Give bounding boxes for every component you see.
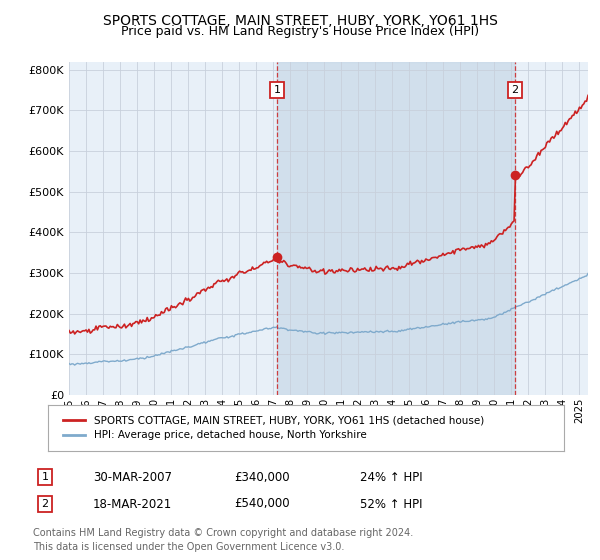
Text: 18-MAR-2021: 18-MAR-2021 [93,497,172,511]
Bar [277,62,515,395]
Legend: SPORTS COTTAGE, MAIN STREET, HUBY, YORK, YO61 1HS (detached house), HPI: Average: SPORTS COTTAGE, MAIN STREET, HUBY, YORK,… [58,411,488,445]
Text: Contains HM Land Registry data © Crown copyright and database right 2024.
This d: Contains HM Land Registry data © Crown c… [33,529,413,552]
Text: 1: 1 [41,472,49,482]
Text: 2: 2 [41,499,49,509]
Text: 1: 1 [274,85,281,95]
Text: £340,000: £340,000 [234,470,290,484]
Text: SPORTS COTTAGE, MAIN STREET, HUBY, YORK, YO61 1HS: SPORTS COTTAGE, MAIN STREET, HUBY, YORK,… [103,14,497,28]
Text: £540,000: £540,000 [234,497,290,511]
Text: 2: 2 [511,85,518,95]
Text: 30-MAR-2007: 30-MAR-2007 [93,470,172,484]
Text: 52% ↑ HPI: 52% ↑ HPI [360,497,422,511]
Text: Price paid vs. HM Land Registry's House Price Index (HPI): Price paid vs. HM Land Registry's House … [121,25,479,39]
Text: 24% ↑ HPI: 24% ↑ HPI [360,470,422,484]
